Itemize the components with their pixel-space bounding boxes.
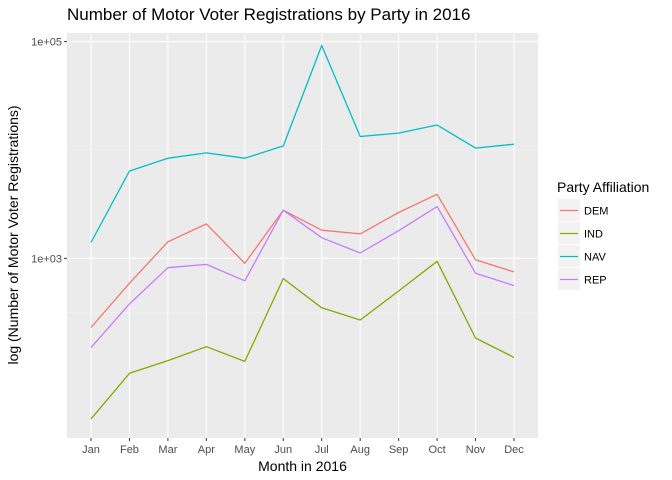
legend-label: NAV bbox=[584, 252, 606, 264]
series-line-ind bbox=[90, 260, 515, 420]
x-tick-label: Nov bbox=[466, 444, 486, 456]
chart-title: Number of Motor Voter Registrations by P… bbox=[67, 5, 470, 24]
axes: 1e+03 1e+05 Jan Feb Mar Apr May Jun Jul Aug Sep Oct… bbox=[31, 37, 524, 456]
y-tick-label: 1e+03 bbox=[31, 253, 62, 265]
x-tick-label: Mar bbox=[158, 444, 177, 456]
series-line-dem bbox=[90, 193, 515, 328]
x-tick-label: Jun bbox=[274, 444, 292, 456]
legend-label: DEM bbox=[584, 206, 608, 218]
legend-label: REP bbox=[584, 275, 607, 287]
grid-lines bbox=[67, 33, 538, 438]
x-tick-label: Jul bbox=[315, 444, 329, 456]
x-tick-label: May bbox=[234, 444, 255, 456]
x-tick-label: Aug bbox=[350, 444, 370, 456]
x-tick-label: Dec bbox=[504, 444, 524, 456]
x-tick-label: Sep bbox=[389, 444, 409, 456]
y-axis-title: log (Number of Motor Voter Registrations… bbox=[5, 105, 21, 364]
x-tick-label: Oct bbox=[429, 444, 446, 456]
legend: Party Affiliation DEM IND NAV REP bbox=[557, 179, 649, 290]
plot-panel bbox=[67, 33, 538, 438]
series-lines bbox=[90, 44, 515, 420]
x-tick-label: Jan bbox=[82, 444, 100, 456]
x-tick-label: Feb bbox=[120, 444, 139, 456]
legend-label: IND bbox=[584, 229, 603, 241]
x-tick-label: Apr bbox=[198, 444, 215, 456]
series-line-rep bbox=[90, 205, 515, 349]
y-tick-label: 1e+05 bbox=[31, 37, 62, 49]
series-line-nav bbox=[90, 44, 515, 243]
legend-title: Party Affiliation bbox=[557, 179, 649, 195]
x-axis-title: Month in 2016 bbox=[258, 458, 347, 474]
